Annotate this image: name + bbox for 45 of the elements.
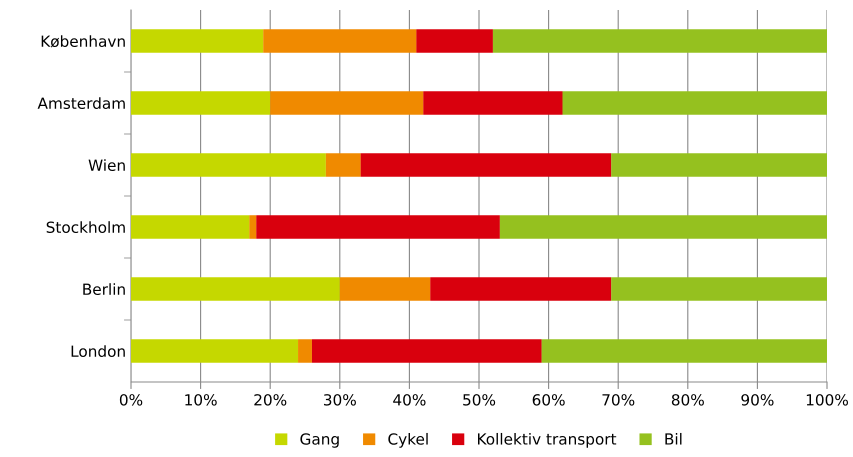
x-tick-label: 70%: [602, 394, 634, 406]
legend-label: Gang: [300, 433, 339, 448]
x-tick-label: 0%: [120, 394, 142, 406]
bar: [542, 339, 827, 363]
bar: [500, 215, 827, 239]
bar: [326, 153, 361, 177]
x-tick-label: 80%: [672, 394, 704, 406]
bar: [256, 215, 500, 239]
bar: [562, 91, 827, 115]
legend-label: Kollektiv transport: [478, 432, 616, 448]
bar: [423, 91, 563, 115]
bar: [430, 277, 612, 301]
bar: [131, 91, 270, 115]
y-tick-label: Amsterdam: [38, 97, 125, 110]
bar: [416, 29, 493, 53]
bar: [340, 277, 430, 301]
x-tick-label: 20%: [254, 394, 286, 406]
x-tick-label: 10%: [185, 394, 217, 406]
x-tick-label: 40%: [393, 394, 426, 406]
bar: [270, 91, 424, 115]
bar: [298, 339, 312, 363]
x-tick-label: 50%: [463, 394, 496, 406]
x-tick-label: 30%: [324, 394, 356, 406]
bar: [131, 277, 340, 301]
bar: [312, 339, 542, 363]
bar: [249, 215, 256, 239]
x-tick-label: 60%: [532, 394, 565, 406]
bar: [131, 215, 250, 239]
bar: [492, 29, 827, 53]
bar: [611, 153, 827, 177]
bar: [131, 339, 298, 363]
bar: [131, 29, 264, 53]
bar: [131, 153, 326, 177]
bar: [360, 153, 612, 177]
y-tick-label: Wien: [88, 159, 125, 172]
legend-label: Bil: [665, 432, 682, 445]
y-tick-label: London: [72, 345, 125, 358]
y-tick-label: København: [42, 35, 125, 48]
bar: [611, 277, 827, 301]
legend-label: Cykel: [388, 432, 428, 448]
x-tick-label: 90%: [741, 394, 774, 406]
x-tick-label: 100%: [806, 394, 848, 406]
bar: [263, 29, 416, 53]
y-tick-label: Stockholm: [46, 221, 125, 234]
y-tick-label: Berlin: [83, 283, 125, 296]
